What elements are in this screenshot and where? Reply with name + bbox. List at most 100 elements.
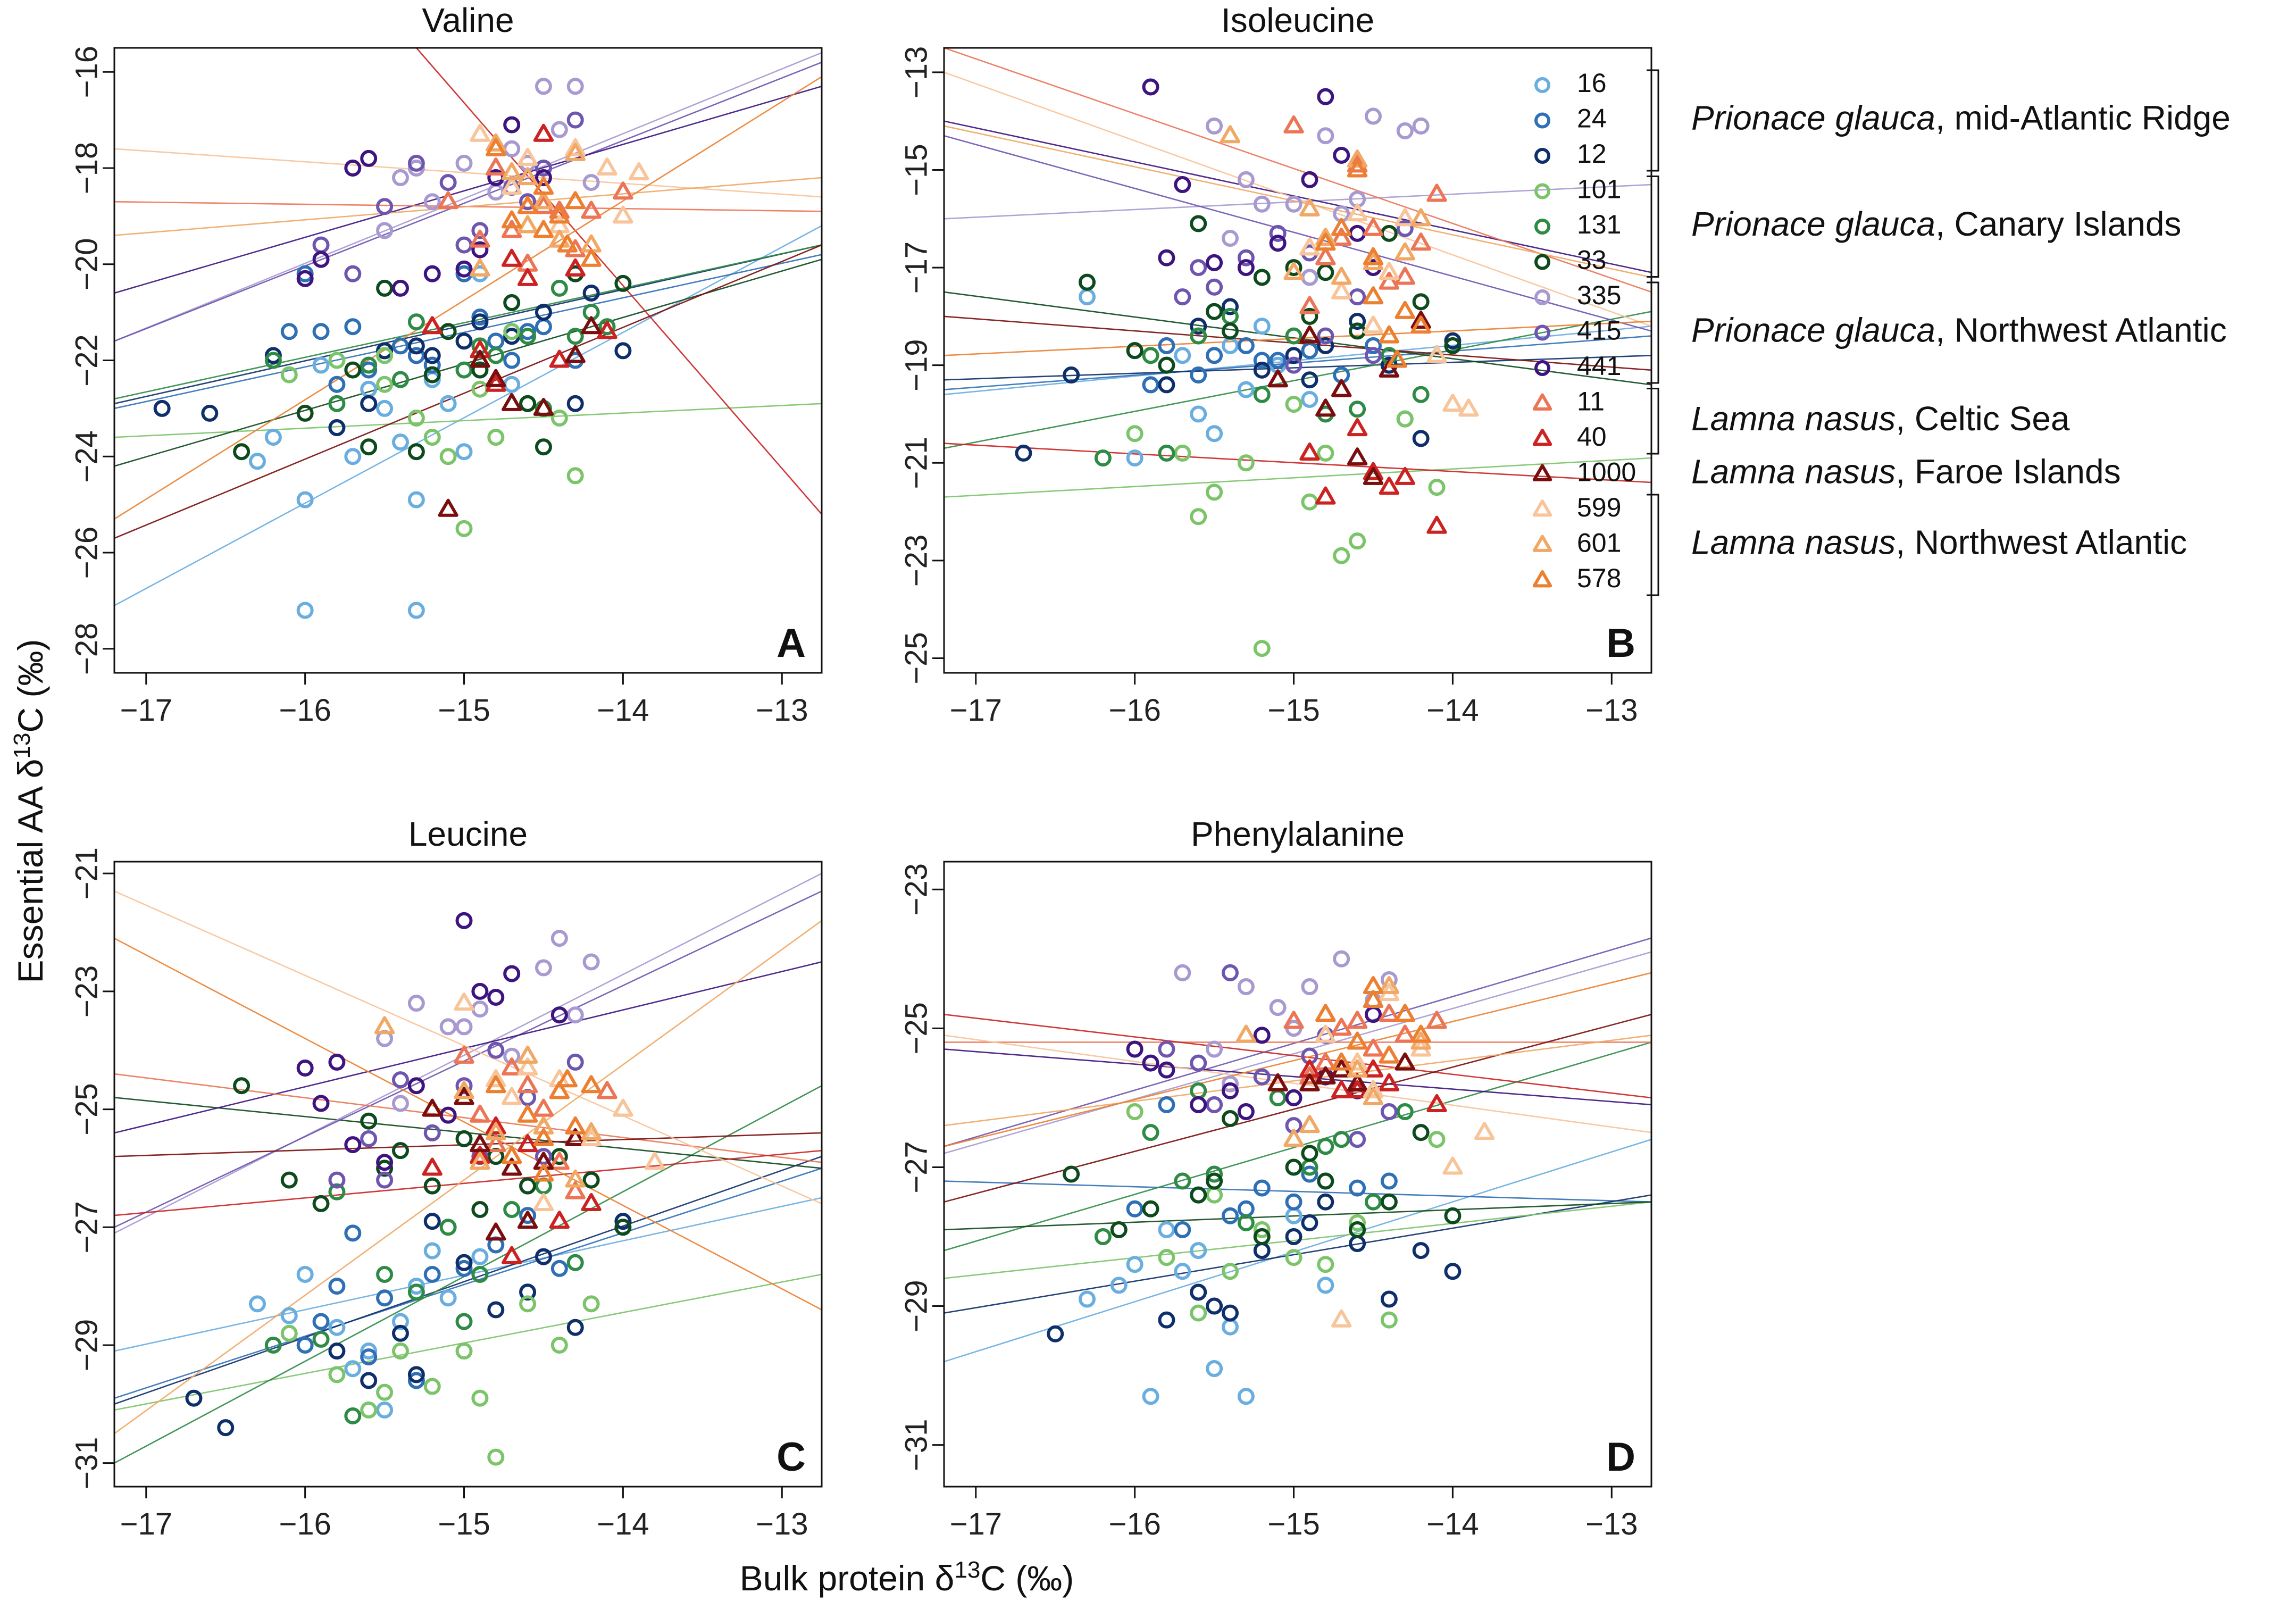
point-40 (581, 1193, 602, 1211)
point-11 (549, 1152, 570, 1170)
point-101 (1126, 425, 1143, 443)
point-40 (486, 373, 506, 392)
point-335 (407, 995, 425, 1012)
point-12 (328, 1342, 346, 1360)
point-335 (376, 222, 394, 239)
point-131 (360, 356, 378, 374)
point-12 (519, 1283, 537, 1301)
point-33 (614, 1219, 632, 1236)
fit-line-1000 (114, 244, 822, 539)
point-101 (1221, 1263, 1239, 1280)
point-33 (471, 1201, 489, 1219)
point-101 (471, 1389, 489, 1407)
x-tick-label: −14 (597, 1507, 649, 1541)
point-11 (502, 1057, 522, 1076)
point-33 (519, 395, 537, 412)
point-1000 (470, 1134, 490, 1153)
point-24 (360, 1348, 378, 1366)
point-33 (233, 443, 251, 461)
point-131 (1333, 1131, 1350, 1148)
y-tick-label: −23 (69, 965, 104, 1018)
point-11 (597, 1081, 617, 1099)
fit-line-131 (114, 244, 822, 400)
point-599 (1442, 394, 1463, 412)
point-12 (487, 1301, 505, 1319)
point-335 (455, 154, 473, 172)
point-441 (455, 912, 473, 929)
point-12 (1253, 1242, 1271, 1260)
point-16 (439, 1289, 457, 1307)
point-101 (1428, 1131, 1446, 1148)
point-441 (535, 169, 552, 187)
point-441 (471, 982, 489, 1000)
point-101 (455, 1342, 473, 1360)
point-33 (1253, 1228, 1271, 1245)
point-12 (535, 304, 552, 321)
point-16 (1190, 1242, 1207, 1260)
point-131 (328, 395, 346, 412)
legend: 16 24 12 101 131 33 335 415 441 11 40 1000 599 601 578 (1532, 68, 1636, 593)
point-131 (1174, 1172, 1191, 1190)
y-tick-label: −25 (899, 1002, 933, 1054)
point-601 (1283, 262, 1304, 280)
y-tick-label: −29 (899, 1280, 933, 1332)
point-441 (471, 241, 489, 259)
point-578 (1395, 301, 1415, 319)
point-40 (1395, 466, 1415, 485)
fit-line-415 (114, 61, 822, 342)
fit-line-601 (114, 177, 822, 236)
point-601 (1315, 228, 1336, 246)
fit-line-101 (114, 403, 822, 438)
point-16 (296, 602, 314, 619)
legend-label: 599 (1577, 493, 1621, 522)
group-label: Lamna nasus, Celtic Sea (1691, 399, 2070, 438)
point-24 (296, 1336, 314, 1354)
point-33 (423, 1177, 441, 1195)
point-33 (1110, 1221, 1128, 1238)
point-101 (1301, 493, 1318, 511)
x-tick-label: −15 (1267, 1507, 1320, 1541)
fit-line-12 (114, 244, 822, 405)
y-tick-label: −17 (899, 241, 933, 294)
point-16 (1174, 1263, 1191, 1280)
point-578 (1363, 247, 1384, 265)
point-1000 (1331, 379, 1352, 397)
point-131 (407, 313, 425, 331)
x-tick-label: −16 (1108, 693, 1160, 728)
legend-label: 101 (1577, 174, 1621, 204)
y-tick-label: −15 (899, 144, 933, 196)
point-16 (423, 1242, 441, 1260)
point-12 (217, 1419, 235, 1437)
fit-line-335 (114, 52, 822, 342)
point-131 (1142, 1124, 1159, 1141)
fit-line-11 (114, 1073, 822, 1163)
point-1000 (486, 369, 506, 387)
legend-marker (1532, 464, 1552, 481)
point-415 (455, 236, 473, 254)
point-40 (1347, 418, 1368, 437)
point-599 (486, 1069, 506, 1088)
point-33 (233, 1077, 251, 1095)
point-40 (502, 1246, 522, 1264)
point-599 (1363, 1080, 1384, 1098)
legend-item-415: 415 (1534, 316, 1621, 346)
point-441 (344, 159, 362, 177)
point-441 (296, 270, 314, 287)
point-335 (1333, 950, 1350, 968)
y-tick-label: −19 (899, 339, 933, 391)
point-415 (1174, 288, 1191, 306)
fit-line-599 (114, 148, 822, 198)
legend-marker (1532, 393, 1552, 411)
fit-line-101 (114, 1273, 822, 1411)
point-599 (645, 1152, 665, 1170)
point-33 (312, 1195, 330, 1212)
point-601 (565, 1169, 586, 1188)
point-131 (407, 1283, 425, 1301)
y-axis-title: Essential AA δ13C (‰) (9, 639, 51, 983)
point-101 (582, 1295, 600, 1313)
point-16 (1317, 1277, 1334, 1294)
point-16 (328, 1319, 346, 1336)
point-11 (1379, 271, 1400, 290)
x-tick-label: −13 (756, 1507, 808, 1541)
fit-line-601 (944, 1035, 1651, 1127)
